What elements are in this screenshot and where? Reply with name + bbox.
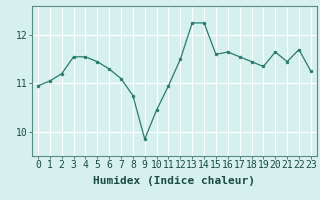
X-axis label: Humidex (Indice chaleur): Humidex (Indice chaleur): [93, 176, 255, 186]
